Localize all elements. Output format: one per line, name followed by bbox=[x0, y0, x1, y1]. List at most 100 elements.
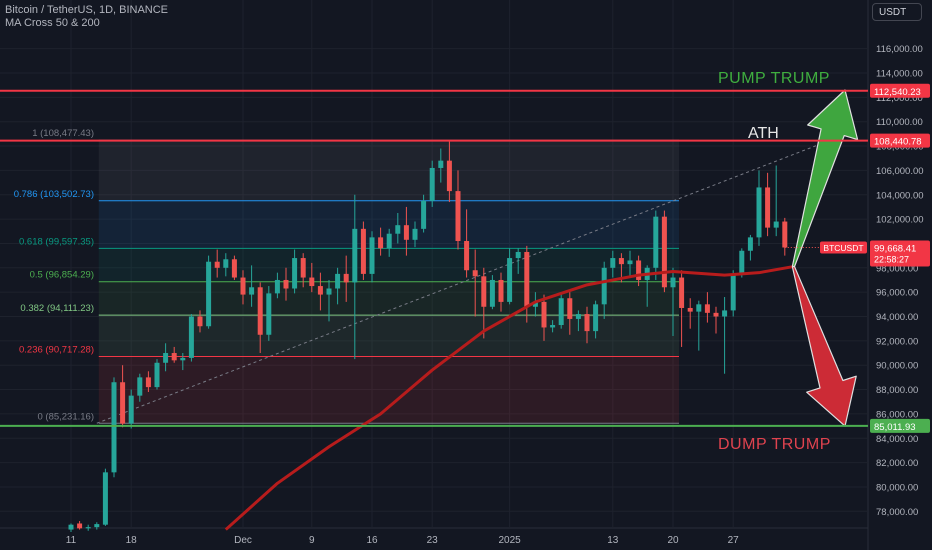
candle-body bbox=[317, 286, 323, 295]
candle-body bbox=[730, 273, 736, 311]
time-tick-label: 18 bbox=[126, 535, 138, 546]
price-tick-label: 106,000.00 bbox=[876, 166, 924, 177]
level-price-tag bbox=[870, 418, 930, 433]
candle-body bbox=[507, 258, 513, 302]
candle-body bbox=[120, 382, 126, 424]
candle-body bbox=[601, 267, 607, 305]
ath-text: ATH bbox=[748, 125, 779, 142]
candle-body bbox=[739, 250, 745, 274]
level-price-tag bbox=[870, 83, 930, 98]
symbol-tag bbox=[820, 241, 867, 254]
fib-level-label: 1 (108,477.43) bbox=[32, 128, 94, 139]
candle-body bbox=[421, 200, 427, 229]
candle bbox=[128, 389, 134, 429]
candle-body bbox=[464, 241, 470, 271]
price-tick-label: 112,000.00 bbox=[876, 93, 923, 104]
candle-body bbox=[653, 216, 659, 268]
candle bbox=[197, 310, 203, 333]
candle-body bbox=[257, 287, 263, 335]
indicator-title: MA Cross 50 & 200 bbox=[5, 17, 100, 29]
price-tick-label: 92,000.00 bbox=[876, 336, 918, 347]
price-tick-label: 98,000.00 bbox=[876, 263, 918, 274]
candle-body bbox=[429, 167, 435, 201]
candle-body bbox=[679, 277, 685, 308]
candle bbox=[403, 206, 409, 256]
candle bbox=[369, 231, 375, 283]
candle bbox=[395, 213, 401, 244]
price-tick-label: 116,000.00 bbox=[876, 44, 923, 55]
candle-body bbox=[584, 314, 590, 332]
candle bbox=[661, 210, 667, 293]
price-tick-label: 88,000.00 bbox=[876, 385, 918, 396]
candle-body bbox=[266, 293, 272, 335]
candle-body bbox=[524, 251, 530, 307]
candle bbox=[593, 300, 599, 339]
candle bbox=[558, 292, 564, 329]
candle-body bbox=[472, 270, 478, 277]
candle-body bbox=[550, 325, 556, 328]
candle bbox=[266, 286, 272, 341]
candle bbox=[231, 255, 237, 280]
candle-body bbox=[197, 316, 203, 327]
candle bbox=[283, 267, 289, 301]
candle-body bbox=[352, 228, 358, 283]
fib-level-label: 0.618 (99,597.35) bbox=[19, 236, 94, 247]
candle-body bbox=[214, 261, 220, 268]
candle-body bbox=[782, 221, 788, 248]
candle bbox=[429, 160, 435, 207]
candle-body bbox=[593, 304, 599, 332]
candle-body bbox=[756, 187, 762, 238]
candle-body bbox=[309, 277, 315, 287]
price-tick-label: 114,000.00 bbox=[876, 69, 923, 80]
currency-button[interactable]: USDT bbox=[872, 3, 922, 21]
candle bbox=[163, 343, 169, 372]
candle bbox=[171, 346, 177, 363]
price-tick-label: 84,000.00 bbox=[876, 434, 918, 445]
candle bbox=[704, 292, 710, 323]
candle-body bbox=[369, 237, 375, 274]
candle-body bbox=[455, 191, 461, 242]
candle bbox=[636, 255, 642, 287]
time-tick-label: 27 bbox=[728, 535, 740, 546]
candle bbox=[507, 248, 513, 305]
symbol-header: Bitcoin / TetherUS, 1D, BINANCE MA Cross… bbox=[5, 4, 168, 30]
candle-body bbox=[274, 279, 280, 294]
candle-body bbox=[395, 225, 401, 234]
candle bbox=[773, 165, 779, 237]
candle bbox=[386, 228, 392, 257]
candle bbox=[438, 148, 444, 183]
candle bbox=[481, 267, 487, 339]
last-price-tag-label: 99,668.41 bbox=[874, 243, 916, 254]
price-tick-label: 104,000.00 bbox=[876, 190, 924, 201]
candle bbox=[412, 221, 418, 248]
candle-body bbox=[360, 228, 366, 274]
candle-body bbox=[541, 301, 547, 328]
candle-body bbox=[223, 259, 229, 268]
price-tick-label: 110,000.00 bbox=[876, 117, 923, 128]
level-price-tag-label: 108,440.78 bbox=[874, 137, 922, 148]
candle-body bbox=[567, 298, 573, 319]
fib-band bbox=[98, 315, 680, 357]
candle bbox=[421, 194, 427, 233]
candle bbox=[292, 249, 298, 294]
candle bbox=[94, 522, 100, 530]
candle bbox=[782, 217, 788, 256]
level-price-tag bbox=[870, 133, 930, 148]
level-price-tag-label: 112,540.23 bbox=[874, 87, 921, 98]
candle-body bbox=[446, 160, 452, 192]
time-tick-label: 13 bbox=[607, 535, 619, 546]
candle bbox=[352, 194, 358, 360]
level-price-tag-label: 85,011.93 bbox=[874, 422, 916, 433]
ma-cross-line bbox=[224, 265, 794, 531]
candle bbox=[730, 270, 736, 317]
candle bbox=[317, 272, 323, 311]
candle bbox=[85, 524, 91, 531]
candle bbox=[137, 373, 143, 402]
candle bbox=[627, 250, 633, 277]
candle-body bbox=[231, 259, 237, 278]
candle-body bbox=[481, 276, 487, 307]
candle-body bbox=[102, 472, 108, 525]
price-tick-label: 80,000.00 bbox=[876, 482, 918, 493]
candle bbox=[206, 255, 212, 329]
